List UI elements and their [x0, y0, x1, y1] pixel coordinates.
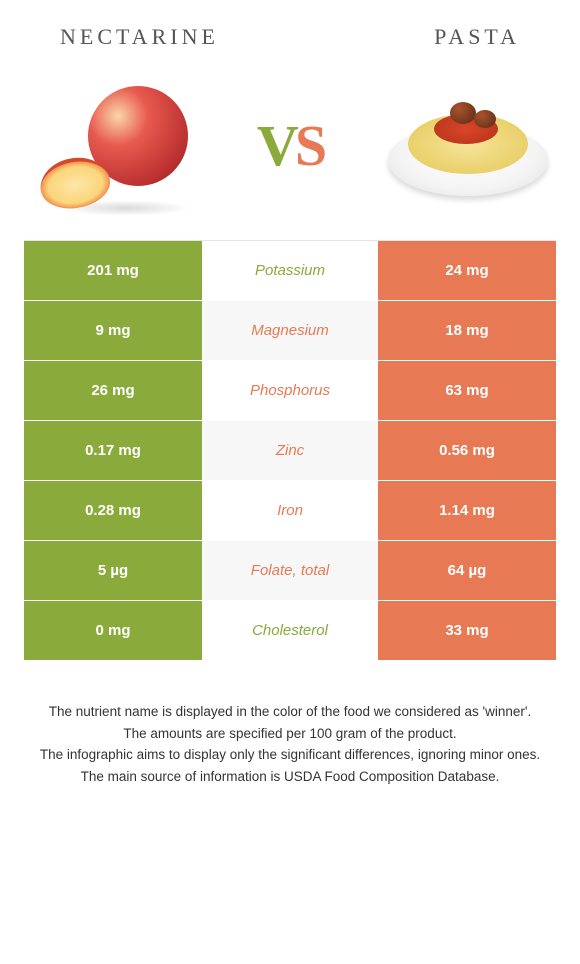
- nectarine-image: [30, 80, 200, 210]
- images-row: VS: [0, 60, 580, 240]
- nutrient-label: Phosphorus: [202, 361, 378, 420]
- right-value: 1.14 mg: [378, 481, 556, 540]
- footnote-line: The infographic aims to display only the…: [30, 744, 550, 766]
- left-value: 9 mg: [24, 301, 202, 360]
- table-row: 5 µgFolate, total64 µg: [24, 541, 556, 601]
- vs-v: V: [257, 113, 295, 178]
- footnote-line: The amounts are specified per 100 gram o…: [30, 723, 550, 745]
- nutrient-label: Cholesterol: [202, 601, 378, 660]
- vs-label: VS: [257, 112, 323, 179]
- title-right: PASTA: [434, 24, 520, 50]
- nutrient-label: Iron: [202, 481, 378, 540]
- table-row: 201 mgPotassium24 mg: [24, 241, 556, 301]
- footnotes: The nutrient name is displayed in the co…: [30, 701, 550, 787]
- nutrition-table: 201 mgPotassium24 mg9 mgMagnesium18 mg26…: [24, 240, 556, 661]
- left-value: 0.28 mg: [24, 481, 202, 540]
- vs-s: S: [295, 113, 323, 178]
- right-value: 64 µg: [378, 541, 556, 600]
- header: NECTARINE PASTA: [0, 0, 580, 60]
- left-value: 0 mg: [24, 601, 202, 660]
- nutrient-label: Magnesium: [202, 301, 378, 360]
- table-row: 26 mgPhosphorus63 mg: [24, 361, 556, 421]
- nutrient-label: Potassium: [202, 241, 378, 300]
- table-row: 9 mgMagnesium18 mg: [24, 301, 556, 361]
- left-value: 26 mg: [24, 361, 202, 420]
- table-row: 0.17 mgZinc0.56 mg: [24, 421, 556, 481]
- table-row: 0.28 mgIron1.14 mg: [24, 481, 556, 541]
- title-left: NECTARINE: [60, 24, 219, 50]
- table-row: 0 mgCholesterol33 mg: [24, 601, 556, 661]
- footnote-line: The main source of information is USDA F…: [30, 766, 550, 788]
- left-value: 0.17 mg: [24, 421, 202, 480]
- right-value: 63 mg: [378, 361, 556, 420]
- right-value: 24 mg: [378, 241, 556, 300]
- left-value: 5 µg: [24, 541, 202, 600]
- right-value: 0.56 mg: [378, 421, 556, 480]
- left-value: 201 mg: [24, 241, 202, 300]
- footnote-line: The nutrient name is displayed in the co…: [30, 701, 550, 723]
- nutrient-label: Zinc: [202, 421, 378, 480]
- right-value: 33 mg: [378, 601, 556, 660]
- right-value: 18 mg: [378, 301, 556, 360]
- pasta-image: [380, 80, 550, 210]
- nutrient-label: Folate, total: [202, 541, 378, 600]
